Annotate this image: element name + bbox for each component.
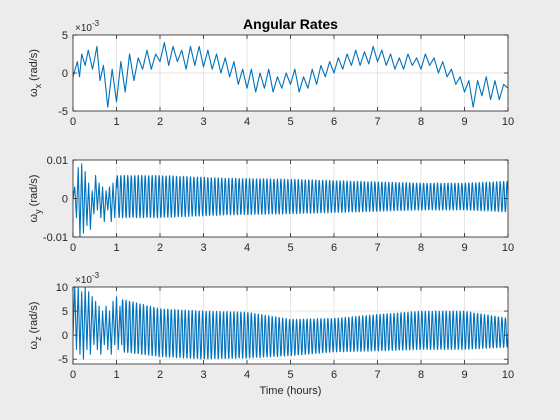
x-tick-label: 10 <box>502 242 514 254</box>
series-line <box>73 42 508 108</box>
x-tick-label: 7 <box>374 242 380 254</box>
x-tick-label: 9 <box>461 116 467 128</box>
x-tick-label: 3 <box>200 242 206 254</box>
x-tick-label: 7 <box>374 369 380 381</box>
y-tick-label: 5 <box>62 30 68 42</box>
x-tick-label: 6 <box>331 242 337 254</box>
y-tick-label: 0 <box>62 330 68 342</box>
x-tick-label: 10 <box>502 116 514 128</box>
x-tick-label: 8 <box>418 116 424 128</box>
x-tick-label: 0 <box>70 369 76 381</box>
x-tick-label: 2 <box>157 116 163 128</box>
x-tick-label: 4 <box>244 242 250 254</box>
x-tick-label: 5 <box>287 242 293 254</box>
x-tick-label: 4 <box>244 369 250 381</box>
exponent-label: ×10-3 <box>75 19 100 34</box>
x-tick-label: 1 <box>113 242 119 254</box>
exponent-label: ×10-3 <box>75 271 100 286</box>
x-tick-label: 9 <box>461 369 467 381</box>
x-tick-label: 1 <box>113 369 119 381</box>
y-tick-label: -5 <box>58 106 68 118</box>
x-tick-label: 5 <box>287 369 293 381</box>
y-tick-label: 0.01 <box>47 155 68 167</box>
y-tick-label: 10 <box>56 282 68 294</box>
y-axis-label: ωy (rad/s) <box>28 175 43 223</box>
y-tick-label: 0 <box>62 194 68 206</box>
series-line <box>73 163 508 237</box>
y-tick-label: -5 <box>58 354 68 366</box>
x-tick-label: 0 <box>70 242 76 254</box>
x-axis-label: Time (hours) <box>260 385 322 397</box>
y-axis-label: ωz (rad/s) <box>28 302 43 350</box>
chart-title: Angular Rates <box>243 16 338 32</box>
x-tick-label: 8 <box>418 242 424 254</box>
series-line <box>73 287 508 360</box>
x-tick-label: 2 <box>157 369 163 381</box>
x-tick-label: 7 <box>374 116 380 128</box>
y-tick-label: 0 <box>62 68 68 80</box>
x-tick-label: 10 <box>502 369 514 381</box>
x-tick-label: 8 <box>418 369 424 381</box>
y-tick-label: -0.01 <box>43 232 68 244</box>
x-tick-label: 9 <box>461 242 467 254</box>
y-axis-label: ωx (rad/s) <box>28 49 43 97</box>
x-tick-label: 3 <box>200 369 206 381</box>
x-tick-label: 2 <box>157 242 163 254</box>
x-tick-label: 0 <box>70 116 76 128</box>
x-tick-label: 1 <box>113 116 119 128</box>
y-tick-label: 5 <box>62 306 68 318</box>
x-tick-label: 4 <box>244 116 250 128</box>
x-tick-label: 6 <box>331 116 337 128</box>
x-tick-label: 3 <box>200 116 206 128</box>
x-tick-label: 5 <box>287 116 293 128</box>
x-tick-label: 6 <box>331 369 337 381</box>
